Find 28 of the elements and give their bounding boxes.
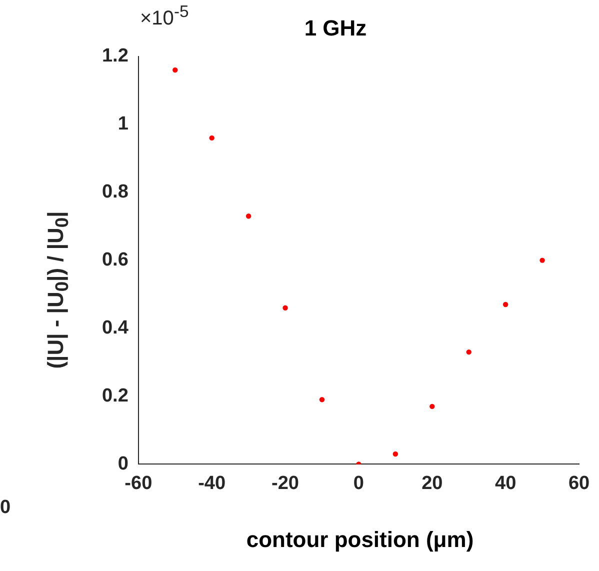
x-tick-label: 40	[495, 472, 516, 494]
point	[282, 305, 288, 310]
point	[392, 451, 398, 457]
y-tick-label: 0.6	[102, 250, 128, 271]
y-tick-label: 0.4	[102, 318, 129, 338]
x-tick-label: 0	[353, 472, 364, 494]
x-tick-label: -60	[124, 472, 152, 494]
text: 0	[0, 497, 11, 519]
point	[430, 404, 435, 410]
y-tick-label: 0.8	[102, 182, 128, 203]
point	[466, 349, 472, 355]
text: ×10$^{-5}$	[140, 2, 189, 31]
y-tick-label: 0	[118, 453, 128, 474]
chart-title: 1 GHz	[304, 15, 367, 40]
y-tick-label: 0.2	[102, 385, 128, 406]
x-axis-title: contour position (μm)	[245, 527, 475, 553]
x-tick-label: -20	[272, 472, 300, 494]
point	[540, 258, 545, 263]
point	[319, 397, 325, 402]
point	[246, 214, 252, 219]
point	[172, 67, 178, 73]
point	[209, 135, 214, 141]
x-tick-label: 60	[568, 472, 590, 494]
y-tick-label: 1.2	[102, 46, 128, 67]
x-tick-label: 20	[422, 472, 443, 494]
point	[502, 302, 508, 308]
y-tick-label: 1	[118, 114, 129, 135]
x-tick-label: -40	[198, 472, 226, 494]
